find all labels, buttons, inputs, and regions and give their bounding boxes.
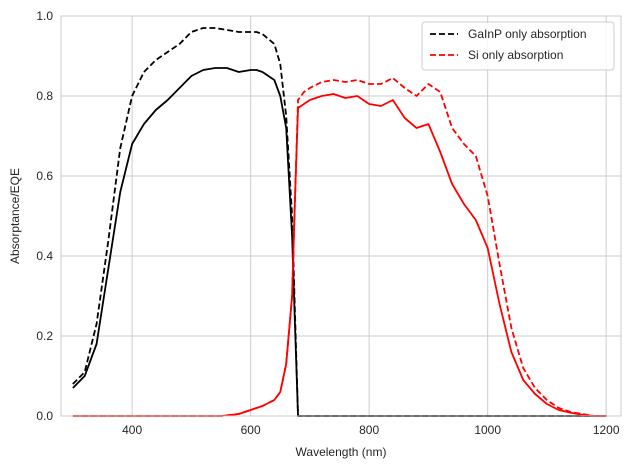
y-tick-label: 0.8 [36,89,53,103]
x-tick-label: 800 [359,423,379,437]
x-tick-label: 600 [241,423,261,437]
plot-frame [60,15,622,417]
y-tick-label: 0.2 [36,329,53,343]
legend-box [421,21,615,71]
x-axis-label: Wavelength (nm) [296,445,387,459]
tick-labels: 400 600 800 1000 1200 0.0 0.2 0.4 0.6 0.8 1.0 [36,9,620,437]
y-tick-label: 0.6 [36,169,53,183]
y-tick-label: 1.0 [36,9,53,23]
legend-label: Si only absorption [468,48,563,62]
legend: GaInP only absorption Si only absorption [421,21,615,71]
x-tick-label: 1000 [474,423,501,437]
y-axis-label: Absorptance/EQE [8,168,22,264]
series-line-3 [72,93,607,417]
legend-label: GaInP only absorption [468,27,587,41]
x-tick-label: 1200 [593,423,620,437]
y-tick-label: 0.0 [36,409,53,423]
x-tick-label: 400 [122,423,142,437]
y-tick-label: 0.4 [36,249,53,263]
